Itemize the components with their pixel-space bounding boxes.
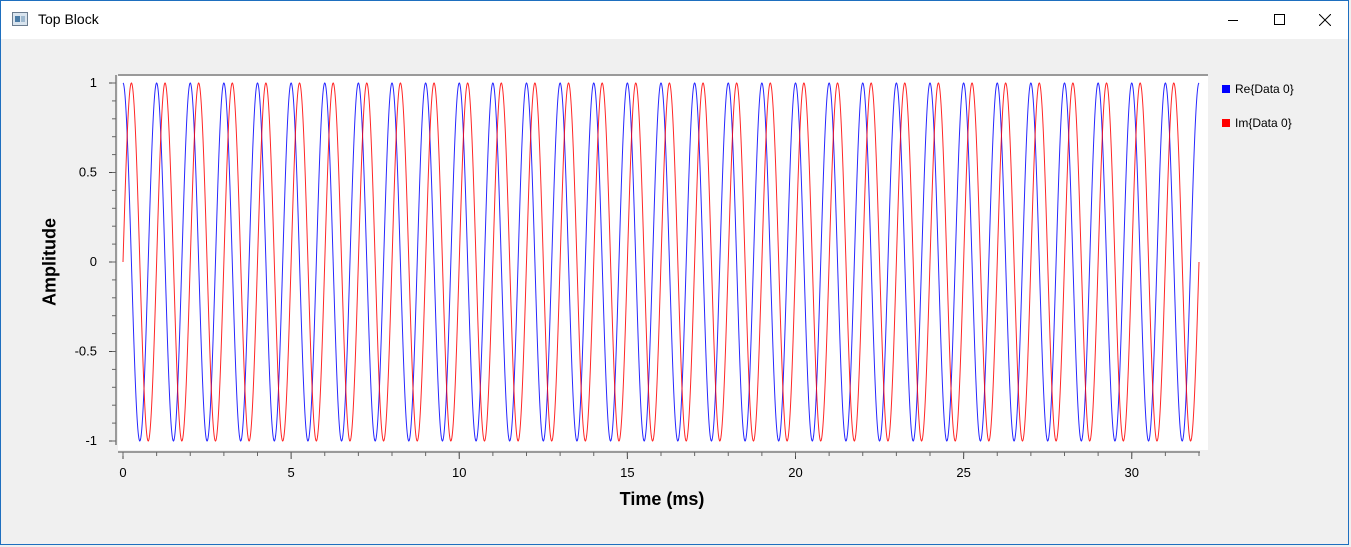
x-tick-label: 0 (119, 465, 126, 480)
minimize-button[interactable] (1210, 1, 1256, 39)
y-tick-label: -0.5 (75, 344, 97, 359)
x-tick-label: 30 (1125, 465, 1139, 480)
y-tick-label: 0.5 (79, 165, 97, 180)
legend-swatch-re (1222, 85, 1230, 93)
x-axis: 0 5 10 15 20 25 30 (118, 451, 1200, 480)
y-tick-label: 1 (90, 75, 97, 90)
y-axis: 1 0.5 0 -0.5 -1 (75, 74, 1208, 448)
plot-canvas (118, 75, 1208, 450)
legend-item-im[interactable]: Im{Data 0} (1222, 116, 1292, 130)
close-button[interactable] (1302, 1, 1348, 39)
x-tick-label: 15 (620, 465, 634, 480)
x-axis-label: Time (ms) (619, 489, 705, 509)
legend-label-re: Re{Data 0} (1235, 82, 1294, 96)
y-tick-label: 0 (90, 254, 97, 269)
close-icon (1319, 14, 1331, 26)
x-tick-label: 5 (288, 465, 295, 480)
legend-item-re[interactable]: Re{Data 0} (1222, 82, 1294, 96)
y-tick-label: -1 (85, 433, 97, 448)
maximize-button[interactable] (1256, 1, 1302, 39)
window-title: Top Block (38, 11, 99, 27)
title-bar[interactable]: Top Block (1, 1, 1348, 39)
app-icon (12, 12, 28, 26)
x-tick-label: 10 (452, 465, 466, 480)
x-tick-label: 25 (956, 465, 970, 480)
y-axis-label: Amplitude (39, 218, 60, 306)
series-layer (122, 82, 1200, 442)
legend-label-im: Im{Data 0} (1235, 116, 1292, 130)
legend-swatch-im (1222, 119, 1230, 127)
series-line-re (122, 82, 1200, 442)
series-line-im (122, 82, 1200, 442)
x-tick-label: 20 (788, 465, 802, 480)
